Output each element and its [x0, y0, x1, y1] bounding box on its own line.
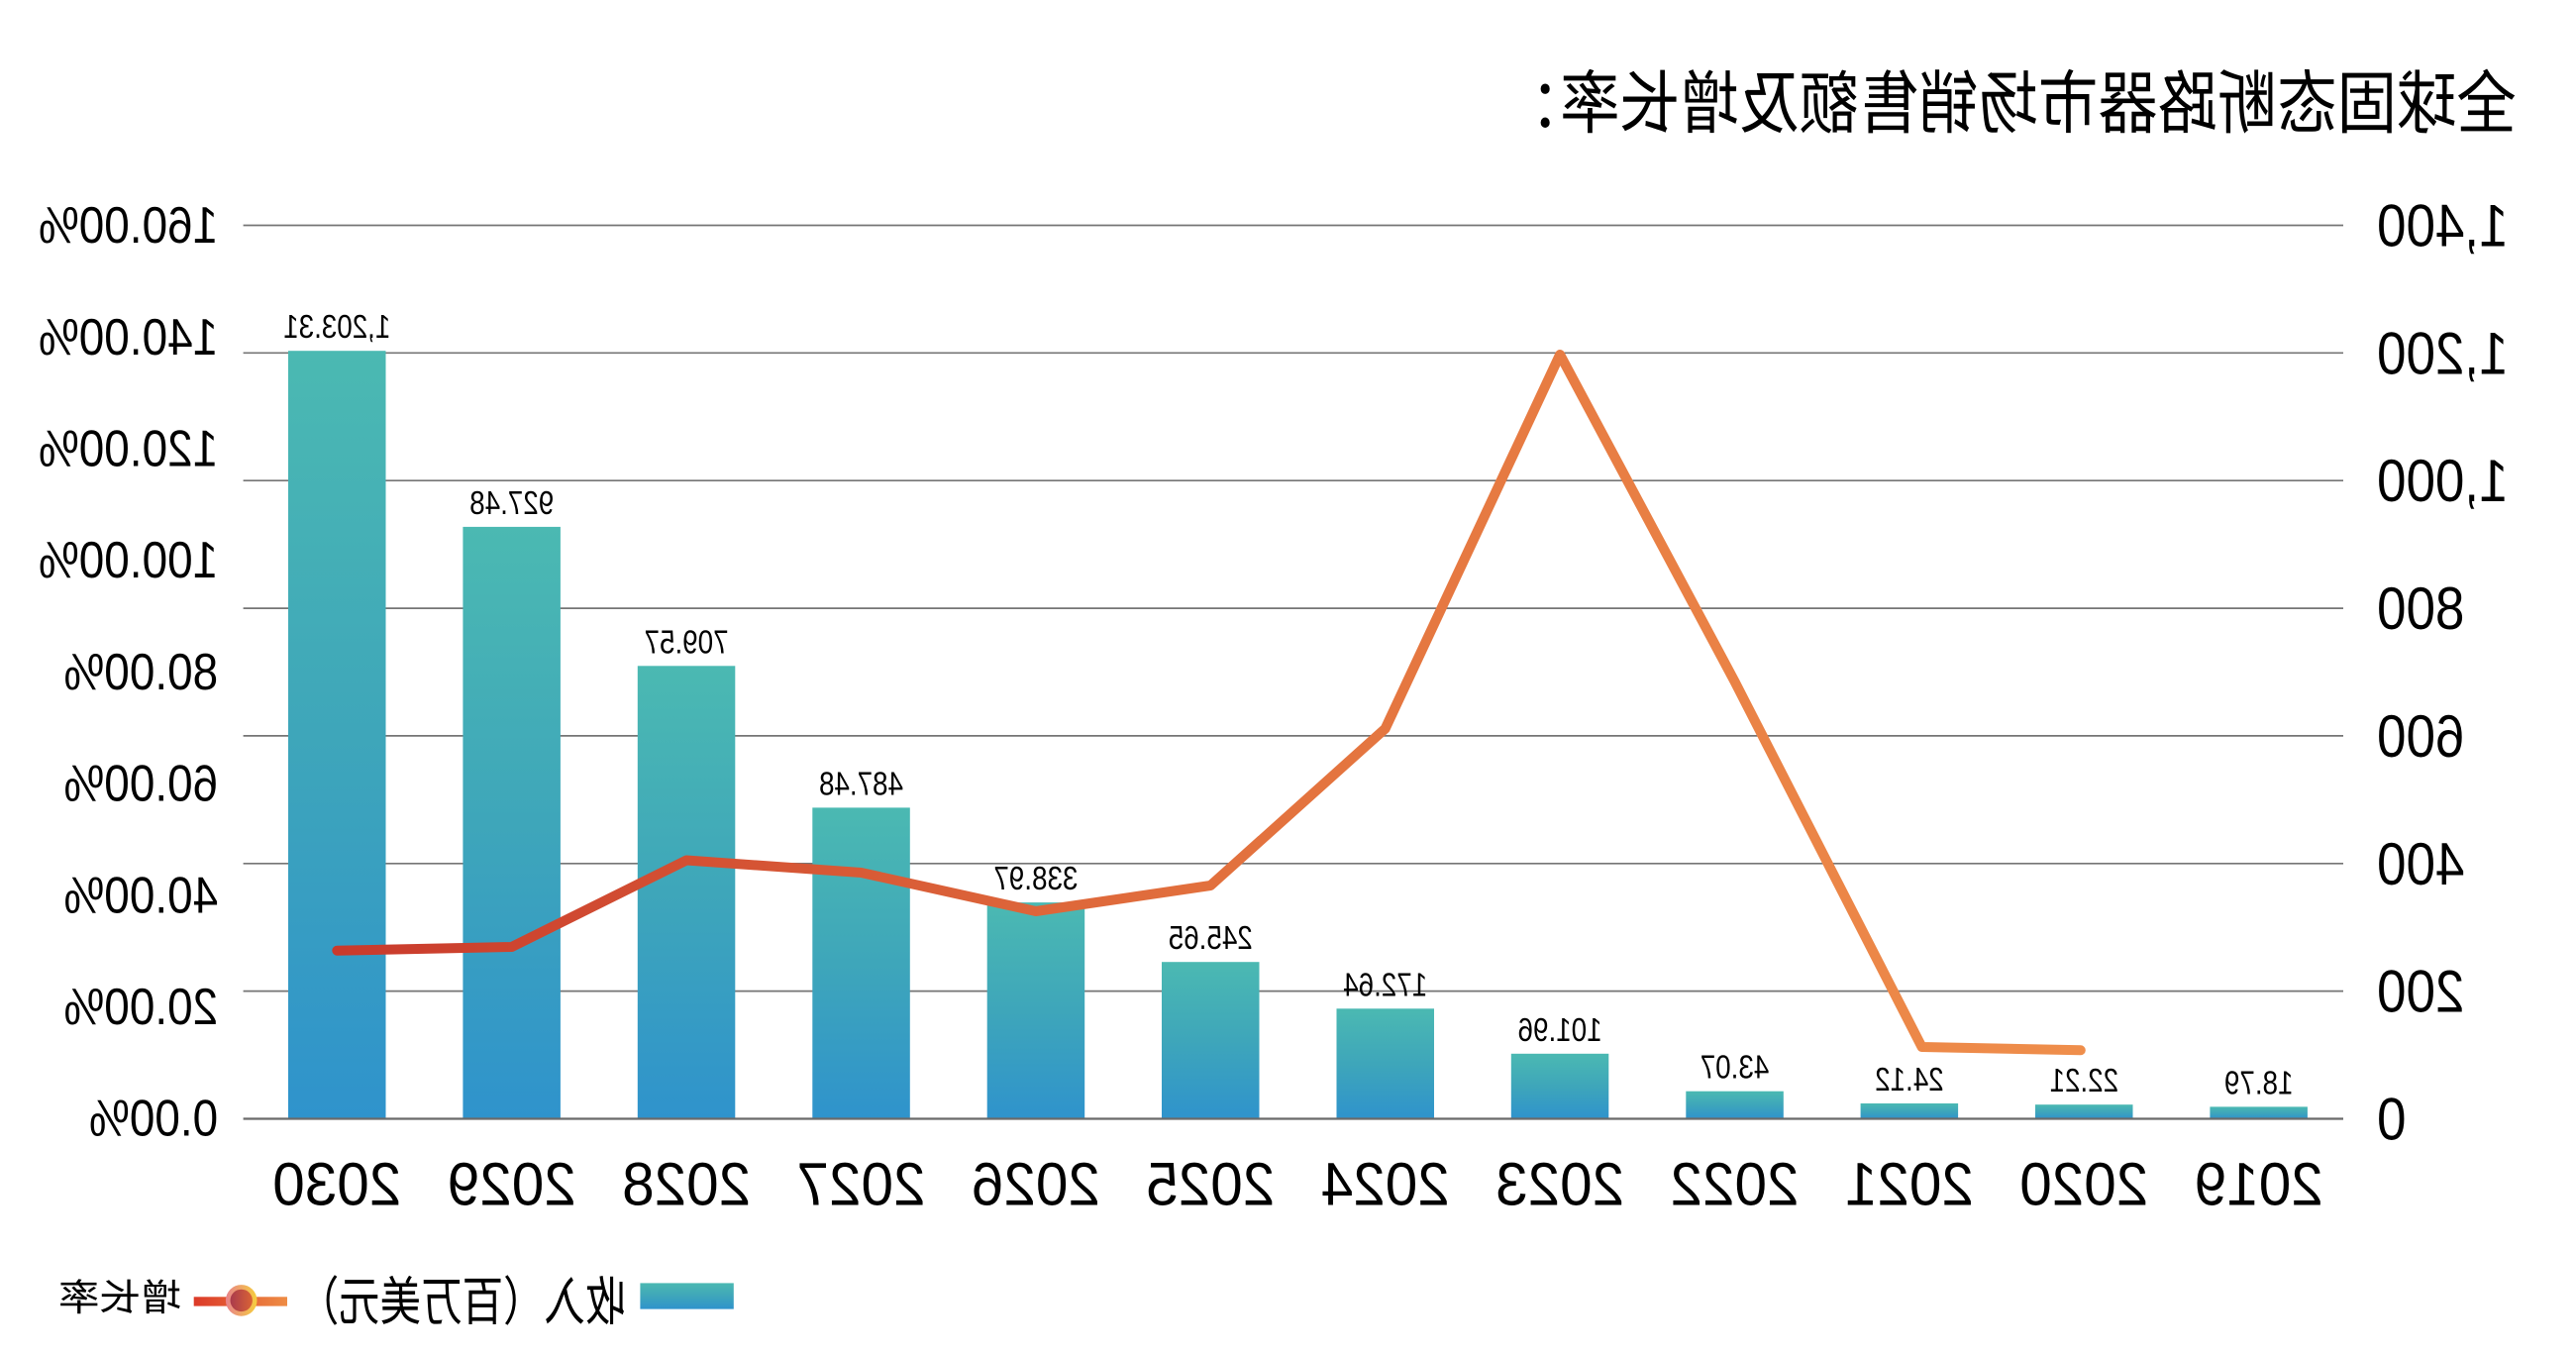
- svg-text:120.00%: 120.00%: [39, 421, 218, 477]
- svg-text:2020: 2020: [2019, 1150, 2148, 1218]
- svg-text:2026: 2026: [972, 1150, 1100, 1218]
- svg-text:1,400: 1,400: [2377, 193, 2509, 260]
- svg-text:160.00%: 160.00%: [39, 198, 218, 255]
- svg-text:245.65: 245.65: [1169, 919, 1253, 957]
- svg-text:927.48: 927.48: [469, 483, 554, 521]
- svg-text:80.00%: 80.00%: [63, 644, 218, 700]
- svg-text:709.57: 709.57: [645, 623, 729, 661]
- svg-text:2027: 2027: [796, 1150, 925, 1218]
- svg-text:338.97: 338.97: [993, 860, 1078, 897]
- svg-text:24.12: 24.12: [1875, 1061, 1944, 1098]
- svg-text:2030: 2030: [272, 1150, 401, 1218]
- svg-text:2025: 2025: [1146, 1150, 1275, 1218]
- svg-text:43.07: 43.07: [1700, 1048, 1770, 1086]
- svg-text:140.00%: 140.00%: [39, 309, 218, 365]
- svg-text:2019: 2019: [2195, 1150, 2323, 1218]
- svg-text:800: 800: [2377, 576, 2464, 643]
- svg-text:1,203.31: 1,203.31: [283, 308, 390, 346]
- svg-text:18.79: 18.79: [2224, 1064, 2294, 1101]
- svg-text:40.00%: 40.00%: [63, 868, 218, 924]
- svg-text:1,200: 1,200: [2377, 321, 2509, 387]
- svg-text:2023: 2023: [1495, 1150, 1624, 1218]
- svg-text:2021: 2021: [1845, 1150, 1974, 1218]
- svg-text:2024: 2024: [1321, 1150, 1450, 1218]
- svg-text:101.96: 101.96: [1518, 1010, 1602, 1048]
- svg-text:0.00%: 0.00%: [89, 1091, 218, 1147]
- svg-text:172.64: 172.64: [1343, 966, 1427, 1003]
- svg-text:487.48: 487.48: [819, 765, 903, 802]
- svg-text:22.21: 22.21: [2050, 1062, 2119, 1099]
- svg-text:20.00%: 20.00%: [63, 979, 218, 1035]
- svg-text:0: 0: [2377, 1087, 2406, 1153]
- svg-text:200: 200: [2377, 959, 2464, 1025]
- svg-text:1,000: 1,000: [2377, 449, 2509, 515]
- svg-text:100.00%: 100.00%: [39, 533, 218, 589]
- svg-text:2022: 2022: [1670, 1150, 1799, 1218]
- svg-text:2028: 2028: [622, 1150, 751, 1218]
- svg-text:400: 400: [2377, 832, 2464, 898]
- svg-text:600: 600: [2377, 704, 2464, 771]
- svg-text:60.00%: 60.00%: [63, 756, 218, 812]
- svg-text:2029: 2029: [448, 1150, 576, 1218]
